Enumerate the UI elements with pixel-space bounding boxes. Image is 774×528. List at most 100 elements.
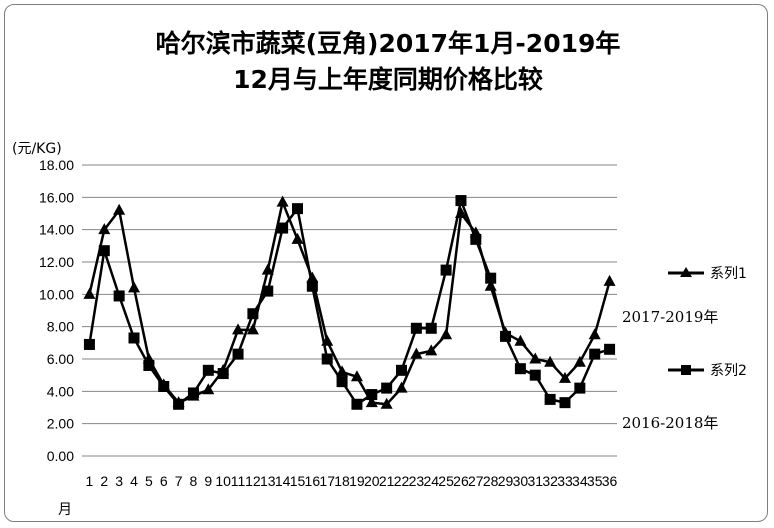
y-tick-labels: 0.00 2.00 4.00 6.00 8.00 10.00 12.00 14.00 16.00… xyxy=(39,157,74,464)
series-2-point xyxy=(396,364,408,376)
x-tick-label: 8 xyxy=(190,473,198,489)
x-tick-label: 5 xyxy=(145,473,153,489)
x-tick-label: 24 xyxy=(423,473,439,489)
legend-label-series2: 系列2 xyxy=(710,363,747,379)
x-tick-label: 35 xyxy=(587,473,603,489)
series-2-point xyxy=(425,322,437,334)
series-1-point xyxy=(588,328,601,340)
chart-frame xyxy=(4,4,768,522)
y-tick-label: 6.00 xyxy=(47,351,74,367)
series-1-point xyxy=(573,355,586,367)
x-tick-label: 3 xyxy=(115,473,123,489)
x-axis-label: 月 xyxy=(58,502,72,518)
series-2-point xyxy=(291,203,303,215)
series2-period-note: 2016-2018年 xyxy=(622,414,718,432)
series-1-point xyxy=(380,397,393,409)
series-2-point xyxy=(336,376,348,388)
series-2-point xyxy=(143,359,155,371)
series-2-point xyxy=(514,363,526,375)
series-2-point xyxy=(98,245,110,257)
series-2-point xyxy=(217,368,229,380)
plot-area xyxy=(83,195,616,410)
x-tick-label: 16 xyxy=(305,473,321,489)
x-tick-label: 11 xyxy=(231,473,246,489)
series-2-point xyxy=(173,398,185,410)
x-tick-label: 34 xyxy=(572,473,588,489)
x-tick-label: 12 xyxy=(245,473,261,489)
series1-period-note: 2017-2019年 xyxy=(622,308,718,326)
legend-item-series1[interactable]: 系列1 xyxy=(668,266,747,282)
x-tick-label: 4 xyxy=(130,473,138,489)
series-2-point xyxy=(366,389,378,401)
series-1-point xyxy=(410,347,423,359)
series-2 xyxy=(83,195,616,410)
series-1-point xyxy=(603,274,616,286)
series-2-point xyxy=(262,285,274,297)
x-tick-label: 22 xyxy=(394,473,410,489)
x-tick-label: 28 xyxy=(483,473,499,489)
series-2-point xyxy=(351,398,363,410)
x-tick-label: 27 xyxy=(468,473,484,489)
x-tick-label: 9 xyxy=(204,473,212,489)
legend-label-series1: 系列1 xyxy=(710,266,747,282)
y-tick-label: 2.00 xyxy=(47,416,74,432)
y-tick-label: 4.00 xyxy=(47,383,74,399)
series-1-point xyxy=(425,344,438,356)
gridlines xyxy=(82,164,617,457)
series-2-point xyxy=(277,222,289,234)
series-2-point xyxy=(589,348,601,360)
x-tick-label: 15 xyxy=(290,473,306,489)
x-tick-label: 7 xyxy=(175,473,183,489)
x-tick-label: 33 xyxy=(557,473,573,489)
series-1-point xyxy=(529,352,542,364)
x-tick-labels: 1 2 3 4 5 6 7 8 9 10 11 12 13 14 15 16 17 18 19 20 21 22 23 24 2… xyxy=(86,473,618,489)
series-1-point xyxy=(232,323,245,335)
series-2-point xyxy=(128,332,140,344)
series-1-point xyxy=(365,396,378,408)
x-tick-label: 26 xyxy=(453,473,469,489)
series-2-point xyxy=(232,348,244,360)
x-tick-label: 31 xyxy=(527,473,543,489)
series-2-point xyxy=(455,195,467,207)
x-tick-label: 14 xyxy=(275,473,291,489)
y-tick-label: 0.00 xyxy=(47,448,74,464)
y-axis-label: (元/KG) xyxy=(12,141,62,157)
series-2-point xyxy=(187,387,199,399)
series-1-point xyxy=(440,328,453,340)
y-tick-label: 8.00 xyxy=(47,319,74,335)
x-tick-label: 25 xyxy=(438,473,454,489)
y-tick-label: 18.00 xyxy=(39,157,74,173)
x-tick-label: 2 xyxy=(100,473,108,489)
x-tick-label: 32 xyxy=(542,473,558,489)
x-tick-label: 30 xyxy=(513,473,529,489)
chart-title-line2: 12月与上年度同期价格比较 xyxy=(233,65,543,94)
legend-item-series2[interactable]: 系列2 xyxy=(668,363,747,379)
series-1-point xyxy=(246,323,259,335)
y-tick-label: 16.00 xyxy=(39,189,74,205)
legend: 系列1 系列2 2017-2019年 2016-2018年 xyxy=(622,266,747,432)
series-1-point xyxy=(514,334,527,346)
series-1-point xyxy=(113,203,126,215)
series-1-point xyxy=(128,281,141,293)
series-2-point xyxy=(440,264,452,276)
series-1-point xyxy=(544,355,557,367)
series-2-point xyxy=(500,330,512,342)
series-1-point xyxy=(336,365,349,377)
series-2-point xyxy=(202,364,214,376)
x-tick-label: 29 xyxy=(498,473,514,489)
series-2-point xyxy=(158,380,170,392)
chart-title-line1: 哈尔滨市蔬菜(豆角)2017年1月-2019年 xyxy=(156,29,621,58)
series-2-point xyxy=(574,382,586,394)
x-tick-label: 18 xyxy=(334,473,350,489)
x-tick-label: 10 xyxy=(215,473,231,489)
series-2-point xyxy=(321,353,333,365)
series-1-point xyxy=(306,271,319,283)
series-2-point xyxy=(604,343,616,355)
series-1-point xyxy=(83,287,96,299)
x-tick-label: 36 xyxy=(602,473,618,489)
series-2-point xyxy=(306,280,318,292)
y-tick-label: 14.00 xyxy=(39,222,74,238)
series-1-point xyxy=(558,371,571,383)
series-1-point xyxy=(291,232,304,244)
